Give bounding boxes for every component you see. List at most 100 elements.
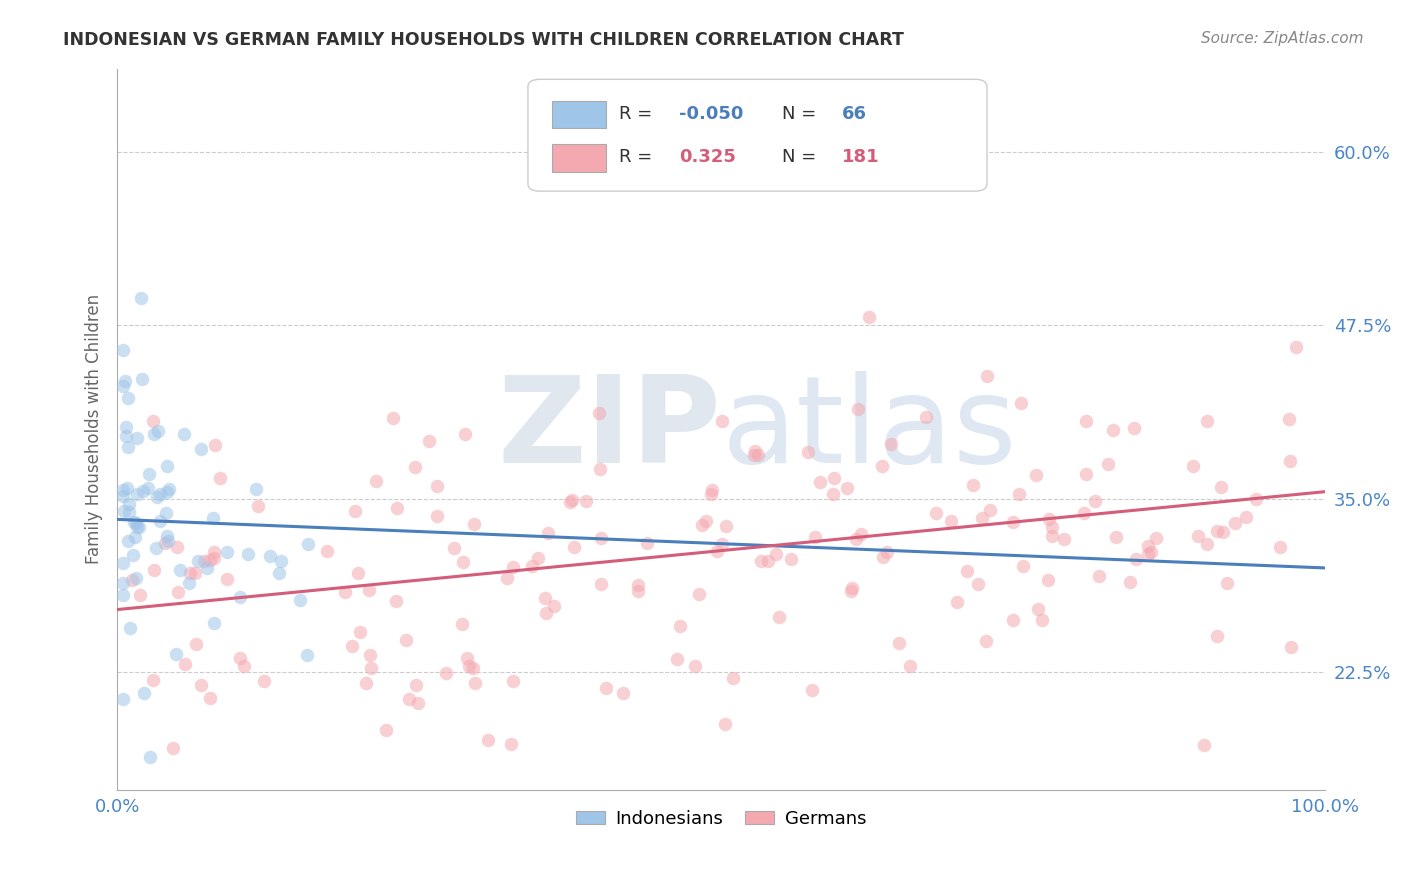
Point <box>688 587 710 601</box>
Text: Source: ZipAtlas.com: Source: ZipAtlas.com <box>1201 31 1364 46</box>
Point <box>122 549 145 563</box>
Point <box>1206 524 1229 539</box>
Point <box>716 519 738 533</box>
Point <box>443 541 465 555</box>
Point <box>426 508 449 523</box>
Point <box>970 511 993 525</box>
Point <box>434 666 457 681</box>
Point <box>426 479 449 493</box>
Point <box>232 659 254 673</box>
Point <box>1212 525 1234 540</box>
Point <box>129 588 152 602</box>
Point <box>536 606 558 620</box>
Point <box>245 482 267 496</box>
Point <box>1076 467 1098 481</box>
Point <box>589 531 612 545</box>
Point <box>333 585 356 599</box>
Point <box>1102 423 1125 437</box>
Point <box>751 554 773 568</box>
Point <box>713 717 735 731</box>
Point <box>595 681 617 695</box>
Point <box>627 577 650 591</box>
Point <box>1144 531 1167 545</box>
Point <box>723 671 745 685</box>
Point <box>695 514 717 528</box>
Point <box>1073 506 1095 520</box>
Point <box>499 737 522 751</box>
Point <box>347 566 370 581</box>
Point <box>112 691 135 706</box>
Point <box>404 460 426 475</box>
Point <box>139 750 162 764</box>
Point <box>112 576 135 591</box>
Y-axis label: Family Households with Children: Family Households with Children <box>86 294 103 565</box>
Point <box>295 648 318 662</box>
Point <box>756 553 779 567</box>
Text: 0.325: 0.325 <box>679 148 735 166</box>
Point <box>956 565 979 579</box>
Point <box>477 732 499 747</box>
Point <box>340 639 363 653</box>
Point <box>461 661 484 675</box>
Point <box>1234 510 1257 524</box>
Point <box>124 531 146 545</box>
Point <box>1008 487 1031 501</box>
Point <box>1209 480 1232 494</box>
Point <box>537 525 560 540</box>
Point <box>259 549 281 564</box>
Point <box>765 547 787 561</box>
Point <box>157 482 180 496</box>
Point <box>202 551 225 566</box>
Point <box>1139 545 1161 559</box>
Point <box>215 544 238 558</box>
Point <box>125 571 148 585</box>
Point <box>1268 540 1291 554</box>
Point <box>145 541 167 555</box>
Point <box>381 410 404 425</box>
Text: ZIP: ZIP <box>498 371 721 488</box>
Point <box>359 583 381 598</box>
Point <box>454 427 477 442</box>
Point <box>612 686 634 700</box>
Point <box>946 594 969 608</box>
Point <box>1281 640 1303 654</box>
Point <box>395 633 418 648</box>
Point <box>562 540 585 554</box>
Point <box>193 554 215 568</box>
Point <box>270 554 292 568</box>
Point <box>143 563 166 577</box>
Point <box>627 583 650 598</box>
Text: 66: 66 <box>842 105 868 123</box>
Text: R =: R = <box>619 148 658 166</box>
Point <box>132 686 155 700</box>
Text: atlas: atlas <box>721 371 1017 488</box>
Point <box>858 310 880 325</box>
Point <box>1125 551 1147 566</box>
Point <box>174 657 197 672</box>
Point <box>202 615 225 630</box>
Point <box>184 637 207 651</box>
Point <box>204 438 226 452</box>
Point <box>1197 537 1219 551</box>
Point <box>236 547 259 561</box>
Point <box>385 593 408 607</box>
Point <box>112 490 135 504</box>
Point <box>742 449 765 463</box>
Point <box>699 487 721 501</box>
Point <box>837 481 859 495</box>
Point <box>190 442 212 456</box>
Point <box>1026 602 1049 616</box>
Text: -0.050: -0.050 <box>679 105 744 123</box>
Point <box>128 520 150 534</box>
Point <box>914 410 936 425</box>
Point <box>872 549 894 564</box>
Point <box>1074 414 1097 428</box>
Point <box>456 651 478 665</box>
Point <box>165 647 187 661</box>
Point <box>290 592 312 607</box>
Point <box>112 588 135 602</box>
Point <box>450 617 472 632</box>
Point <box>228 590 250 604</box>
Point <box>839 583 862 598</box>
Point <box>870 458 893 473</box>
